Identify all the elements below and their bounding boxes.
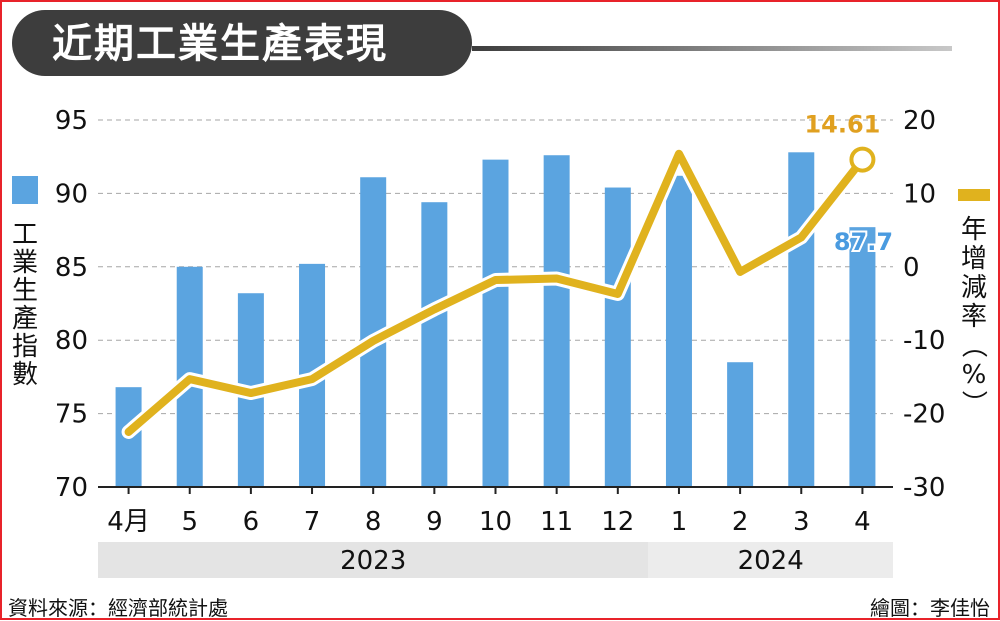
yoy-line [124, 149, 867, 436]
year-band [98, 542, 649, 578]
right-tick-label: -20 [903, 400, 945, 430]
right-tick-label: -30 [903, 473, 945, 503]
left-tick-label: 85 [55, 253, 88, 283]
right-tick-label: -10 [903, 326, 945, 356]
source-note: 資料來源：經濟部統計處 [8, 596, 228, 620]
left-tick-label: 80 [55, 326, 88, 356]
x-tick-label: 4 [854, 507, 871, 537]
x-tick-label: 7 [304, 507, 321, 537]
right-tick-label: 20 [903, 106, 936, 136]
right-axis-label-char: 增 [961, 244, 987, 274]
right-tick-label: 0 [903, 253, 920, 283]
year-label: 2024 [738, 546, 804, 576]
bar [543, 155, 570, 487]
graphic-credit: 繪圖：李佳怡 [870, 596, 990, 620]
left-tick-label: 95 [55, 106, 88, 136]
left-tick-label: 75 [55, 400, 88, 430]
x-tick-label: 11 [540, 507, 573, 537]
left-tick-label: 90 [55, 179, 88, 209]
right-axis-label-char: 減 [961, 273, 987, 303]
year-band [648, 542, 893, 578]
bar [727, 362, 754, 487]
x-tick-label: 5 [181, 507, 198, 537]
legend-swatch-bars [12, 176, 38, 204]
bar [788, 152, 815, 487]
bar [421, 202, 448, 487]
right-axis-label-char: 年 [961, 215, 987, 245]
year-label: 2023 [340, 546, 406, 576]
left-axis-label-char: 指 [12, 332, 38, 362]
x-tick-label: 2 [732, 507, 749, 537]
chart-title: 近期工業生產表現 [52, 21, 388, 67]
left-tick-label: 70 [55, 473, 88, 503]
bar [482, 159, 509, 488]
bar [849, 227, 876, 487]
legend-swatch-line [958, 189, 990, 201]
x-tick-label: 1 [671, 507, 688, 537]
x-tick-label: 10 [479, 507, 512, 537]
x-tick-label: 12 [601, 507, 634, 537]
left-axis-label-char: 工 [12, 220, 38, 250]
left-axis-label-char: 業 [12, 248, 38, 278]
data-label: 87.7 [834, 228, 893, 256]
bar [665, 175, 692, 487]
x-tick-label: 6 [243, 507, 260, 537]
right-tick-label: 10 [903, 179, 936, 209]
title-rule [472, 46, 952, 51]
right-axis-label-char: 率 [961, 302, 987, 332]
line-end-marker [849, 146, 876, 173]
x-tick-label: 9 [426, 507, 443, 537]
title-banner: 近期工業生產表現 [12, 10, 472, 76]
left-axis-label-char: 產 [12, 304, 38, 334]
right-axis-label-char: % [962, 360, 987, 390]
right-axis-label-char: （ [958, 332, 988, 358]
x-tick-label: 8 [365, 507, 382, 537]
x-tick-label: 3 [793, 507, 810, 537]
data-label: 14.61 [804, 111, 880, 139]
right-axis-label-char: ） [958, 390, 988, 416]
left-axis-label-char: 數 [12, 360, 38, 390]
bar [604, 187, 631, 487]
x-tick-label: 4月 [107, 507, 150, 537]
left-axis-label-char: 生 [12, 276, 38, 306]
